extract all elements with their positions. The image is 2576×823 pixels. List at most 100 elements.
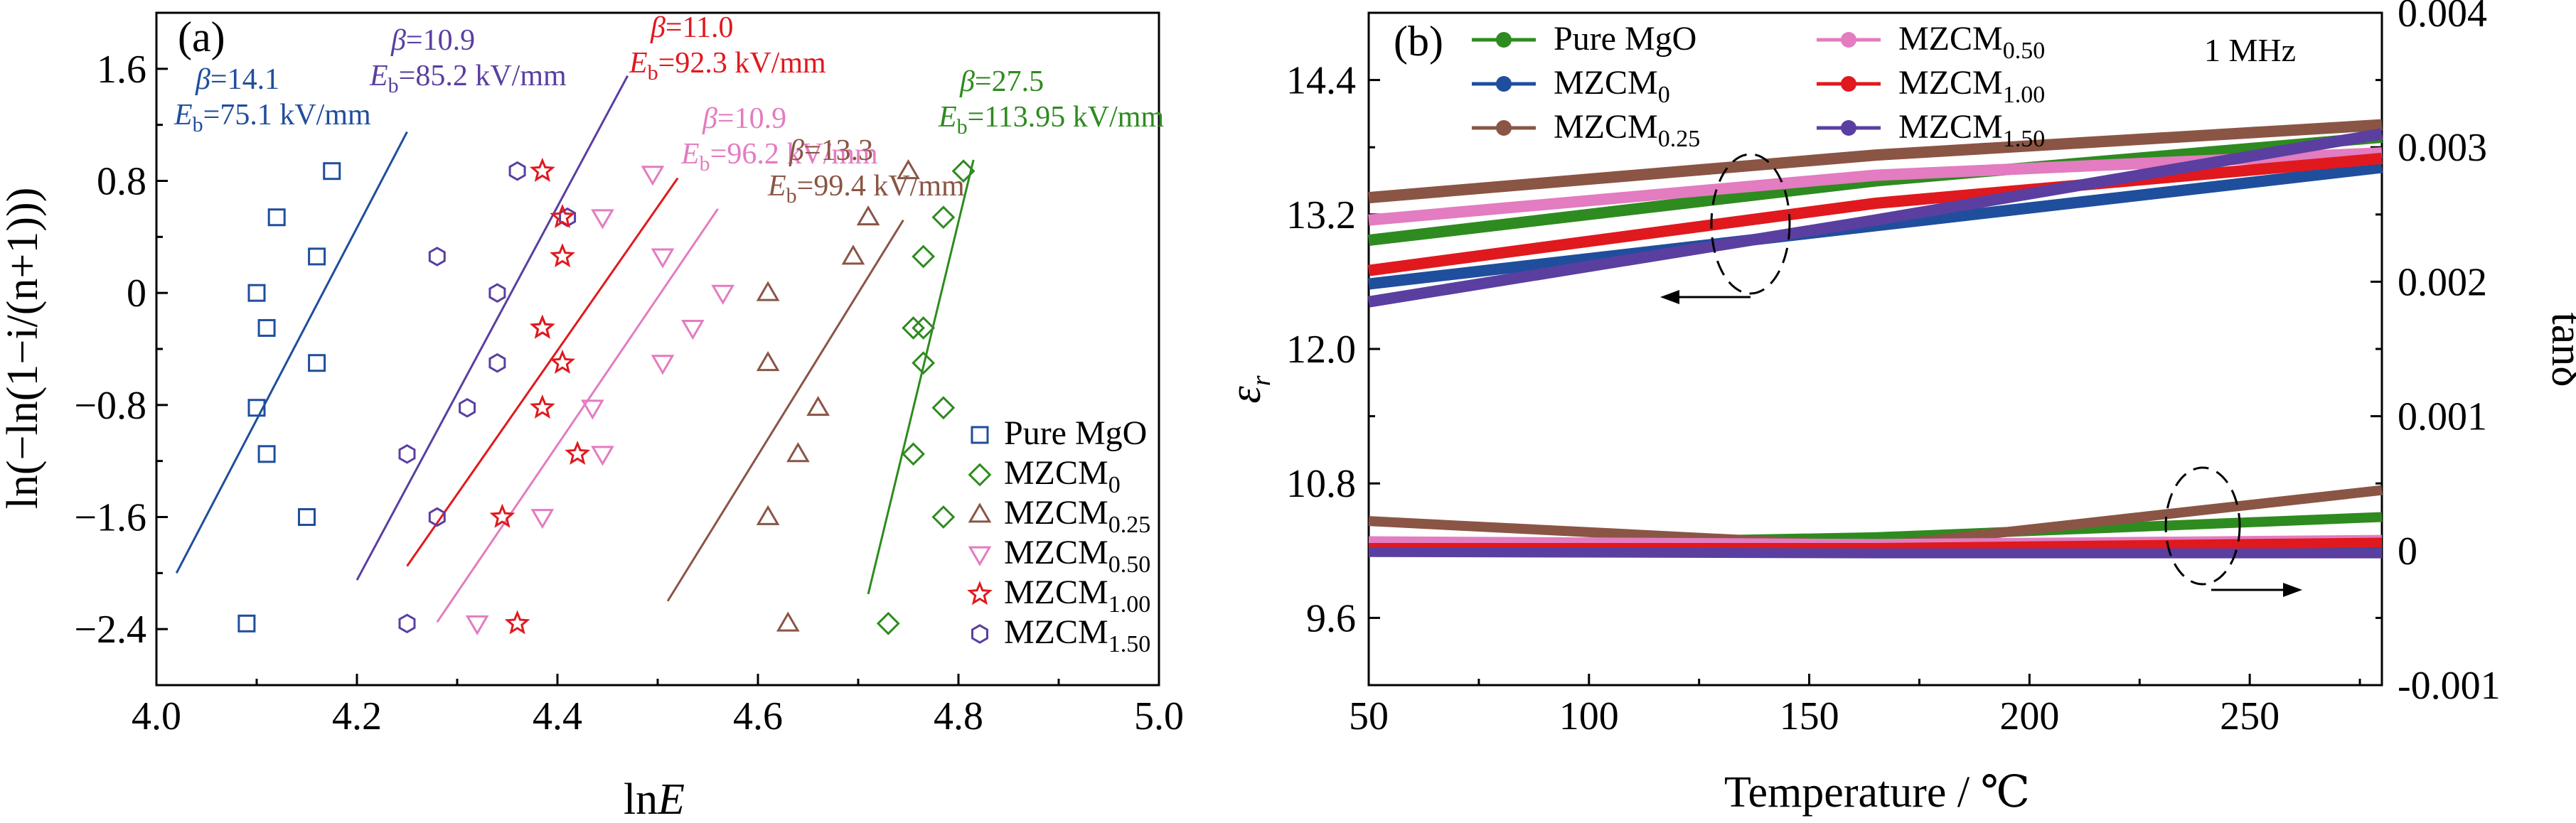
tand-curves-indicator-ellipse bbox=[2164, 466, 2241, 586]
pure-mgo-data-point bbox=[308, 354, 326, 372]
mzcm-1-50-beta-annotation: β=10.9 bbox=[390, 24, 475, 57]
left-axis-arrow-head bbox=[1660, 290, 1679, 304]
pure-mgo-eb-annotation: Eb=75.1 kV/mm bbox=[173, 99, 371, 136]
mzcm-1-00-legend-label: MZCM1.00 bbox=[1004, 574, 1150, 618]
mzcm-0-50-data-point bbox=[651, 248, 675, 269]
right-axis-arrow-head bbox=[2283, 583, 2302, 597]
panel-a-x-tick-label: 5.0 bbox=[1134, 694, 1184, 738]
panel-a-y-tick-label: −0.8 bbox=[74, 384, 146, 428]
panel-a-x-tick-label: 4.2 bbox=[332, 694, 382, 738]
frequency-note: 1 MHz bbox=[2204, 32, 2296, 68]
mzcm-1-50-data-point bbox=[488, 283, 506, 303]
mzcm-0-25-legend-label: MZCM0.25 bbox=[1554, 108, 1700, 152]
mzcm-0-25-legend-marker bbox=[1496, 120, 1512, 136]
mzcm-0-25-permittivity-line bbox=[1368, 119, 2383, 204]
pure-mgo-beta-annotation: β=14.1 bbox=[195, 63, 279, 96]
pure-mgo-legend-marker bbox=[971, 426, 989, 444]
mzcm-0-50-fit-line bbox=[436, 208, 719, 623]
mzcm-1-00-data-point bbox=[504, 610, 530, 635]
mzcm-0-50-beta-annotation: β=10.9 bbox=[702, 102, 786, 135]
mzcm-0-fit-line bbox=[867, 159, 975, 595]
panel-a-y-tick-label: 0 bbox=[127, 271, 146, 316]
mzcm-1-50-data-point bbox=[428, 247, 446, 267]
panel-a-y-tick-label: −2.4 bbox=[74, 608, 146, 652]
mzcm-0-50-data-point bbox=[641, 166, 665, 186]
panel-a-label: (a) bbox=[178, 14, 225, 60]
mzcm-0-legend-label: MZCM0 bbox=[1554, 64, 1670, 108]
panel-b-left-y-tick-label: 10.8 bbox=[1286, 462, 1356, 506]
panel-b-x-tick-label: 50 bbox=[1349, 694, 1389, 738]
panel-b-right-y-ticks: 0.004 0.003 0.002 0.001 0 -0.001 bbox=[2371, 0, 2501, 708]
mzcm-0-data-point bbox=[876, 611, 900, 635]
mzcm-0-25-legend-marker bbox=[968, 502, 992, 523]
panel-b-x-tick-label: 250 bbox=[2220, 694, 2280, 738]
mzcm-0-50-data-point bbox=[651, 355, 675, 375]
mzcm-0-50-data-point bbox=[591, 209, 614, 230]
mzcm-1-50-data-point bbox=[428, 507, 446, 527]
mzcm-1-50-data-point bbox=[398, 613, 416, 634]
mzcm-0-50-data-point bbox=[711, 284, 735, 305]
mzcm-0-50-legend-marker bbox=[968, 546, 992, 566]
mzcm-1-50-data-point bbox=[508, 161, 526, 181]
mzcm-0-25-data-point bbox=[806, 396, 830, 416]
panel-a-fit-lines bbox=[175, 75, 975, 623]
mzcm-0-25-data-point bbox=[756, 350, 780, 372]
mzcm-1-00-fit-line bbox=[406, 177, 679, 567]
panel-b-left-y-tick-label: 9.6 bbox=[1306, 596, 1356, 640]
panel-a-x-ticks: 4.0 4.2 4.4 4.6 4.8 5.0 bbox=[132, 674, 1184, 738]
mzcm-1-50-data-point bbox=[398, 443, 416, 464]
pure-mgo-data-point bbox=[247, 284, 266, 302]
mzcm-0-25-beta-annotation: β=13.3 bbox=[789, 134, 873, 167]
mzcm-0-data-point bbox=[912, 244, 936, 269]
panel-a-y-axis-label: ln(−ln(1−i/(n+1))) bbox=[0, 188, 47, 510]
mzcm-1-50-permittivity-line bbox=[1367, 128, 2383, 308]
mzcm-0-50-data-point bbox=[465, 615, 489, 636]
mzcm-1-00-data-point bbox=[529, 314, 555, 339]
panel-a-x-tick-label: 4.6 bbox=[733, 694, 783, 738]
mzcm-1-50-fit-line bbox=[356, 75, 629, 581]
mzcm-1-00-beta-annotation: β=11.0 bbox=[650, 11, 734, 44]
mzcm-0-25-data-point bbox=[756, 505, 780, 525]
panel-b-x-ticks: 50 100 150 200 250 bbox=[1349, 674, 2361, 738]
panel-a-x-tick-label: 4.4 bbox=[533, 694, 582, 738]
pure-mgo-data-point bbox=[237, 614, 256, 633]
mzcm-0-beta-annotation: β=27.5 bbox=[959, 65, 1044, 98]
mzcm-1-50-loss-tangent-line bbox=[1368, 547, 2382, 559]
panel-a-y-tick-label: 1.6 bbox=[97, 48, 146, 92]
mzcm-0-50-legend-label: MZCM0.50 bbox=[1898, 20, 2045, 64]
mzcm-1-00-permittivity-line bbox=[1367, 152, 2383, 276]
panel-b-x-tick-label: 150 bbox=[1780, 694, 1839, 738]
panel-b-right-y-tick-label: 0.002 bbox=[2398, 260, 2487, 304]
mzcm-1-50-eb-annotation: Eb=85.2 kV/mm bbox=[369, 60, 567, 97]
panel-b-x-tick-label: 200 bbox=[1999, 694, 2059, 738]
mzcm-0-25-fit-line bbox=[666, 219, 904, 602]
mzcm-1-00-data-point bbox=[529, 394, 555, 419]
panel-b-label: (b) bbox=[1394, 18, 1443, 65]
mzcm-1-00-data-point bbox=[489, 503, 515, 528]
pure-mgo-data-point bbox=[308, 247, 326, 266]
mzcm-0-data-point bbox=[902, 316, 925, 340]
panel-b-right-y-axis-label: tanδ bbox=[2543, 313, 2576, 387]
pure-mgo-data-point bbox=[323, 162, 341, 181]
mzcm-1-50-legend-label: MZCM1.50 bbox=[1898, 108, 2045, 152]
panel-b-dielectric-plot: 50 100 150 200 250 14.4 13.2 12.0 10.8 9.6 0.004… bbox=[1222, 0, 2576, 817]
mzcm-1-50-legend-label: MZCM1.50 bbox=[1004, 613, 1150, 657]
panel-a-y-tick-label: 0.8 bbox=[97, 160, 146, 204]
mzcm-1-50-data-point bbox=[488, 353, 506, 373]
pure-mgo-data-point bbox=[257, 445, 276, 463]
mzcm-0-legend-label: MZCM0 bbox=[1004, 454, 1121, 498]
mzcm-0-data-point bbox=[912, 351, 936, 375]
panel-a-y-ticks: 1.6 0.8 0 −0.8 −1.6 −2.4 bbox=[74, 48, 168, 652]
mzcm-1-00-data-point bbox=[550, 243, 575, 268]
mzcm-0-legend-marker bbox=[1496, 76, 1512, 92]
panel-b-right-y-tick-label: 0.003 bbox=[2398, 126, 2487, 170]
pure-mgo-data-point bbox=[298, 508, 316, 526]
mzcm-1-00-data-point bbox=[565, 440, 591, 466]
pure-mgo-legend-marker bbox=[1496, 32, 1512, 48]
mzcm-0-data-point bbox=[951, 159, 976, 183]
mzcm-0-25-data-point bbox=[776, 611, 800, 632]
mzcm-0-data-point bbox=[912, 316, 936, 340]
mzcm-0-25-eb-annotation: Eb=99.4 kV/mm bbox=[767, 170, 965, 208]
panel-b-left-y-tick-label: 13.2 bbox=[1286, 193, 1356, 237]
mzcm-0-25-data-point bbox=[897, 158, 920, 180]
